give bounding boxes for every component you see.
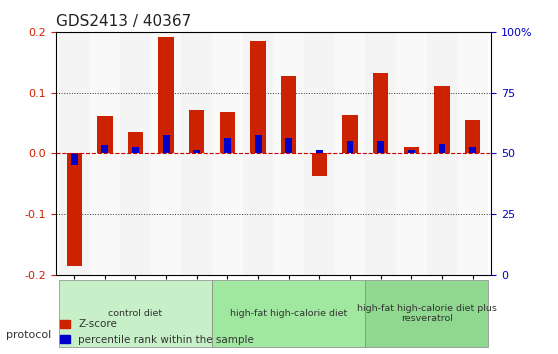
Bar [181, 32, 212, 275]
Bar [377, 141, 384, 153]
Bar [243, 32, 273, 275]
Bar [71, 153, 78, 165]
Bar [465, 120, 480, 153]
Bar [97, 116, 113, 153]
Bar [408, 150, 415, 153]
Bar [396, 32, 427, 275]
Bar [304, 32, 335, 275]
FancyBboxPatch shape [59, 280, 212, 347]
Bar [281, 75, 296, 153]
FancyBboxPatch shape [365, 280, 488, 347]
Bar [66, 153, 82, 266]
Bar [212, 32, 243, 275]
FancyBboxPatch shape [212, 280, 365, 347]
Bar [151, 32, 181, 275]
Bar [316, 150, 323, 153]
Bar [312, 153, 327, 176]
Bar [469, 147, 476, 153]
Bar [189, 109, 204, 153]
Bar [458, 32, 488, 275]
Bar [128, 132, 143, 153]
Bar [89, 32, 120, 275]
Text: high-fat high-calorie diet plus
resveratrol: high-fat high-calorie diet plus resverat… [357, 304, 497, 323]
Bar [403, 147, 419, 153]
Bar [59, 32, 89, 275]
Bar [163, 135, 170, 153]
Bar [347, 141, 354, 153]
Bar [132, 147, 139, 153]
Bar [193, 150, 200, 153]
Bar [251, 41, 266, 153]
Text: high-fat high-calorie diet: high-fat high-calorie diet [230, 309, 348, 318]
Bar [434, 86, 450, 153]
Text: protocol: protocol [6, 330, 51, 339]
Bar [335, 32, 365, 275]
Bar [365, 32, 396, 275]
Bar [102, 145, 108, 153]
Text: GDS2413 / 40367: GDS2413 / 40367 [56, 14, 191, 29]
Text: control diet: control diet [108, 309, 162, 318]
Legend: Z-score, percentile rank within the sample: Z-score, percentile rank within the samp… [55, 315, 258, 349]
Bar [220, 112, 235, 153]
Bar [373, 73, 388, 153]
Bar [273, 32, 304, 275]
Bar [285, 138, 292, 153]
Bar [254, 135, 262, 153]
Bar [427, 32, 458, 275]
Bar [158, 37, 174, 153]
Bar [224, 138, 231, 153]
Bar [120, 32, 151, 275]
Bar [439, 144, 445, 153]
Bar [343, 115, 358, 153]
